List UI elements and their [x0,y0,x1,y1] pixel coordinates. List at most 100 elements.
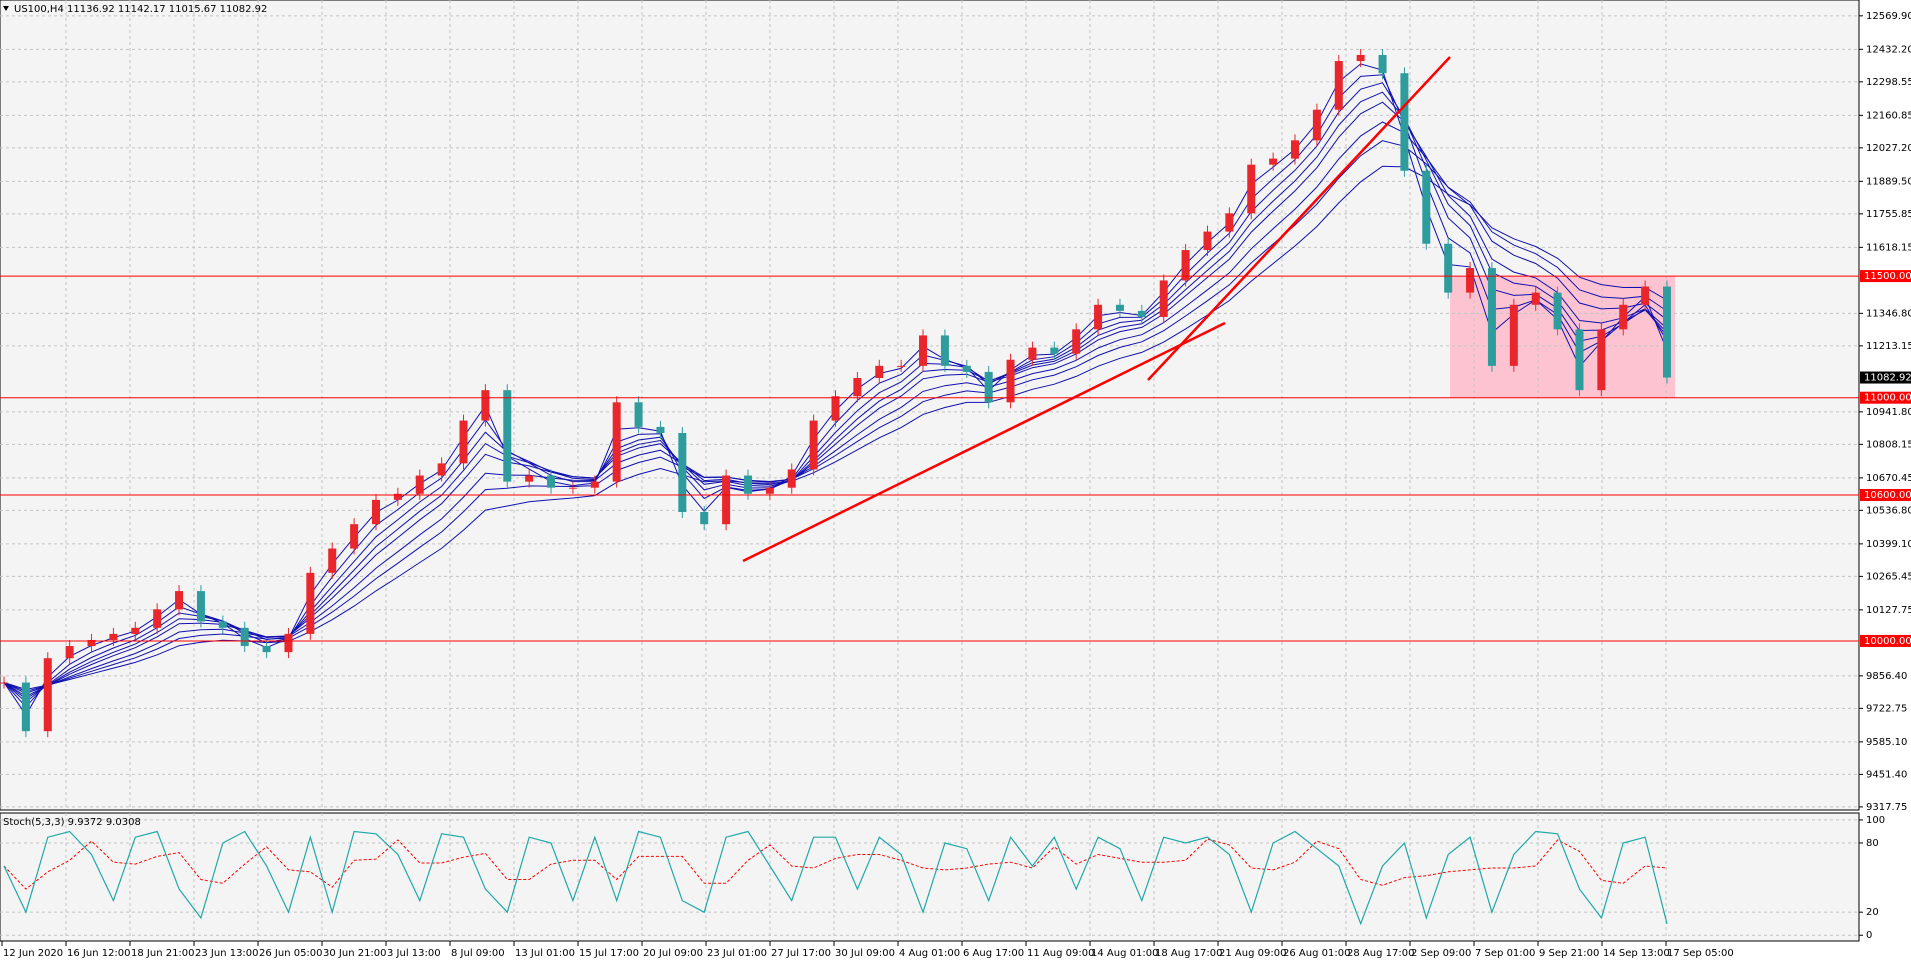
x-tick-label: 14 Aug 01:00 [1091,948,1158,959]
x-tick-label: 17 Sep 05:00 [1667,948,1734,959]
y-tick-label: 10670.45 [1866,473,1911,484]
y-tick-label: 11346.80 [1866,308,1911,319]
candle [1378,54,1387,74]
candle [196,591,205,622]
y-tick-label: 20 [1866,907,1879,918]
candle [1050,347,1059,354]
stoch-panel [0,812,1860,942]
stoch-signal [3,838,1668,890]
x-tick-label: 28 Aug 17:00 [1347,948,1414,959]
candle [1422,170,1431,244]
candle [1641,286,1650,305]
candle [240,627,249,647]
candle [153,609,162,628]
x-tick-label: 18 Aug 17:00 [1155,948,1222,959]
candle [1028,347,1037,360]
x-tick-label: 26 Jun 05:00 [259,948,323,959]
trend-line [742,321,1226,563]
moving-average [3,140,1668,692]
candle [853,378,862,397]
y-tick-label: 10399.10 [1866,539,1911,550]
y-tick-label: 9451.40 [1866,769,1907,780]
header-arrow [3,6,9,11]
symbol-header: US100,H4 11136.92 11142.17 11015.67 1108… [14,4,267,15]
moving-average [3,165,1668,691]
last-price-label: 11082.92 [1864,373,1911,384]
candle [481,390,490,421]
candle [65,646,74,659]
x-tick-label: 3 Jul 13:00 [387,948,441,959]
candle [568,487,577,489]
candle [831,396,840,421]
y-tick-label: 11618.15 [1866,242,1911,253]
candle [1487,268,1496,366]
candle [1094,304,1103,330]
candle [1203,231,1212,251]
x-tick-label: 9 Sep 21:00 [1539,948,1599,959]
x-tick-label: 13 Jul 01:00 [515,948,575,959]
candle [21,682,30,732]
candle [1531,292,1540,305]
level-label: 11500.00 [1864,271,1911,282]
x-tick-label: 8 Jul 09:00 [451,948,505,959]
y-tick-label: 12298.55 [1866,77,1911,88]
candle [1619,304,1628,330]
y-tick-label: 12160.85 [1866,110,1911,121]
candle [503,390,512,482]
y-tick-label: 80 [1866,838,1879,849]
x-tick-label: 30 Jul 09:00 [835,948,895,959]
x-tick-label: 27 Jul 17:00 [771,948,831,959]
candle [1466,268,1475,293]
range-zone [1450,276,1675,398]
candle [809,420,818,470]
candle [1247,164,1256,214]
candle [218,621,227,628]
candle [1291,140,1300,159]
candle [109,633,118,640]
candle [1072,329,1081,354]
y-tick-label: 11213.15 [1866,341,1911,352]
x-tick-label: 11 Aug 09:00 [1027,948,1094,959]
candle [459,420,468,464]
y-tick-label: 9856.40 [1866,671,1907,682]
x-tick-label: 14 Sep 13:00 [1603,948,1670,959]
y-tick-label: 11889.50 [1866,176,1911,187]
candle [547,475,556,488]
candle [678,432,687,513]
candle [371,499,380,525]
candle [1181,250,1190,281]
x-tick-label: 7 Sep 01:00 [1475,948,1535,959]
candle [393,493,402,500]
y-tick-label: 10808.15 [1866,439,1911,450]
candle [590,481,599,488]
candle [1006,359,1015,403]
x-tick-label: 26 Aug 01:00 [1283,948,1350,959]
candle [1356,54,1365,62]
level-label-bg [1860,634,1911,647]
level-label: 10600.00 [1864,490,1911,501]
y-tick-label: 9722.75 [1866,703,1907,714]
candle [1509,304,1518,366]
candle [919,335,928,366]
level-label-bg [1860,391,1911,404]
candle [1312,109,1321,141]
candle [1115,304,1124,311]
x-tick-label: 6 Aug 17:00 [963,948,1024,959]
y-tick-label: 12027.20 [1866,143,1911,154]
candle [787,469,796,488]
x-tick-label: 20 Jul 09:00 [643,948,703,959]
candle [1663,286,1671,378]
candle [284,633,293,653]
candle [1225,213,1234,232]
candle [743,475,752,494]
candle [765,487,774,494]
x-tick-label: 2 Sep 09:00 [1411,948,1471,959]
candle [700,512,709,525]
candle [306,572,315,634]
candle [612,402,621,482]
candle [1137,310,1146,317]
y-tick-label: 9585.10 [1866,737,1907,748]
x-tick-label: 30 Jun 21:00 [323,948,387,959]
stoch-header: Stoch(5,3,3) 9.9372 9.0308 [3,817,141,828]
